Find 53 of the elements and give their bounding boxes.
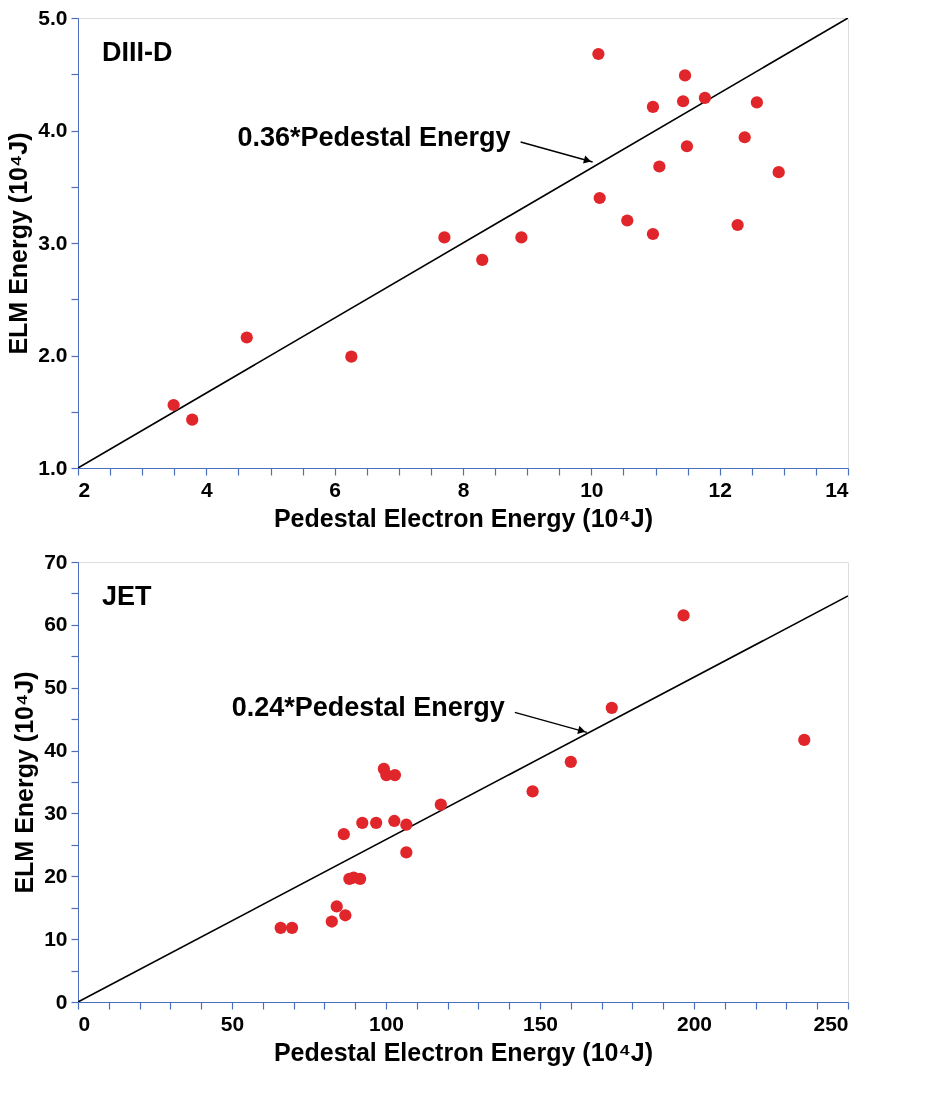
y-tick-label: 2.0 <box>38 343 68 366</box>
x-tick-label: 10 <box>580 477 604 501</box>
x-tick-label: 50 <box>220 1011 245 1035</box>
annotation: 0.36*Pedestal Energy <box>237 122 511 152</box>
point <box>564 755 577 768</box>
annotation: DIII-D <box>102 37 173 67</box>
x-axis-title: Pedestal Electron Energy (10⁴J) <box>273 1037 654 1066</box>
point <box>388 768 402 782</box>
point <box>388 814 401 828</box>
x-tick-label: 8 <box>457 477 470 501</box>
y-tick-label: 5.0 <box>38 5 68 29</box>
point <box>339 909 352 922</box>
point <box>677 609 690 622</box>
annotation: 0.24*Pedestal Energy <box>231 692 505 723</box>
y-tick-label: 50 <box>44 675 68 699</box>
x-tick-label: 0 <box>78 1011 91 1035</box>
y-tick-label: 70 <box>44 549 68 573</box>
y-tick-label: 3.0 <box>38 230 68 254</box>
annotation: JET <box>102 581 153 611</box>
y-tick-label: 40 <box>44 738 68 762</box>
point <box>354 872 367 885</box>
y-tick-label: 0 <box>55 989 68 1013</box>
point <box>330 900 343 913</box>
point <box>798 733 811 746</box>
x-tick-label: 2 <box>78 477 91 501</box>
point <box>526 785 539 798</box>
point <box>370 816 383 829</box>
point <box>337 828 350 841</box>
y-tick-label: 10 <box>44 926 68 950</box>
point <box>325 915 338 928</box>
x-tick-label: 200 <box>676 1011 713 1035</box>
y-tick-label: 4.0 <box>38 118 68 141</box>
point <box>274 921 287 934</box>
point <box>605 701 618 714</box>
point <box>285 921 299 934</box>
y-tick-label: 1.0 <box>38 455 68 479</box>
x-tick-label: 4 <box>200 477 213 501</box>
x-tick-label: 14 <box>825 477 849 501</box>
x-tick-label: 100 <box>368 1011 405 1035</box>
point <box>356 816 369 829</box>
x-tick-label: 12 <box>708 477 732 501</box>
point <box>434 798 447 811</box>
x-tick-label: 250 <box>813 1011 849 1035</box>
x-tick-label: 150 <box>522 1011 559 1035</box>
y-tick-label: 30 <box>44 800 68 824</box>
point <box>400 818 413 831</box>
x-axis-title: Pedestal Electron Energy (10⁴J) <box>273 503 654 532</box>
y-axis-title: ELM Energy (10⁴J) <box>10 671 39 894</box>
point <box>400 846 413 859</box>
y-axis-title: ELM Energy (10⁴J) <box>4 132 33 355</box>
y-tick-label: 20 <box>44 863 68 887</box>
x-tick-label: 6 <box>329 477 342 501</box>
y-tick-label: 60 <box>44 612 68 636</box>
